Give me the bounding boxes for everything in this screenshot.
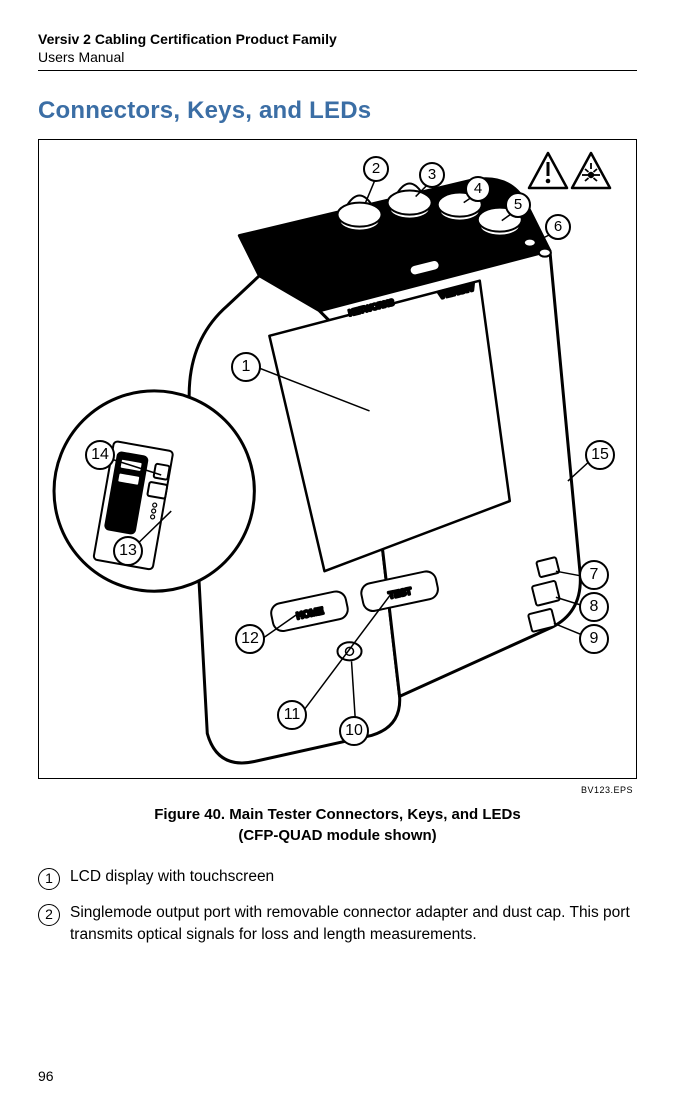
eps-reference: BV123.EPS bbox=[581, 785, 633, 795]
figure-caption-line2: (CFP-QUAD module shown) bbox=[238, 827, 436, 844]
manual-subtitle: Users Manual bbox=[38, 48, 637, 66]
header-rule bbox=[38, 70, 637, 71]
description-number: 2 bbox=[38, 904, 60, 926]
product-family-title: Versiv 2 Cabling Certification Product F… bbox=[38, 30, 637, 48]
description-list: 1 LCD display with touchscreen 2 Singlem… bbox=[38, 866, 637, 947]
device-illustration: HOME TEST NETWORKS VERSIV bbox=[39, 140, 636, 778]
page-header: Versiv 2 Cabling Certification Product F… bbox=[38, 30, 637, 71]
description-number: 1 bbox=[38, 868, 60, 890]
figure-box: HOME TEST NETWORKS VERSIV bbox=[38, 139, 637, 779]
section-title: Connectors, Keys, and LEDs bbox=[38, 97, 637, 125]
description-item: 1 LCD display with touchscreen bbox=[38, 866, 637, 890]
inset-detail bbox=[54, 391, 254, 591]
figure-caption: Figure 40. Main Tester Connectors, Keys,… bbox=[38, 805, 637, 846]
description-text: Singlemode output port with removable co… bbox=[70, 902, 637, 947]
description-text: LCD display with touchscreen bbox=[70, 866, 274, 890]
description-item: 2 Singlemode output port with removable … bbox=[38, 902, 637, 947]
figure-caption-line1: Figure 40. Main Tester Connectors, Keys,… bbox=[154, 806, 520, 823]
page-number: 96 bbox=[38, 1068, 54, 1084]
